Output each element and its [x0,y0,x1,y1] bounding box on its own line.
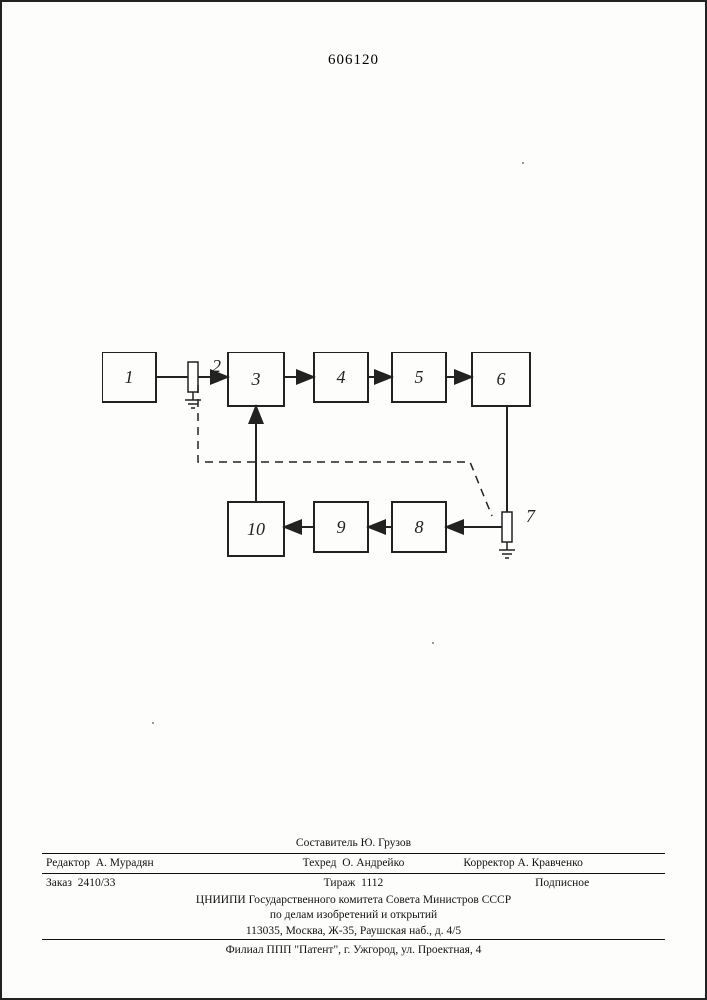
svg-text:7: 7 [526,506,536,526]
tech-label: Техред [303,857,337,869]
block-diagram: 1 3 4 5 6 10 9 8 2 7 [102,352,602,612]
imprint-footer: Составитель Ю. Грузов Редактор А. Мурадя… [42,836,665,958]
address-1: 113035, Москва, Ж-35, Раушская наб., д. … [42,924,665,939]
org-line-2: по делам изобретений и открытий [42,908,665,923]
svg-text:9: 9 [337,517,346,537]
editor-label: Редактор [46,857,90,869]
address-2: Филиал ППП "Патент", г. Ужгород, ул. Про… [42,943,665,958]
svg-text:4: 4 [337,367,346,387]
tirazh-label: Тираж [324,877,356,889]
patent-number: 606120 [2,52,705,69]
page: 606120 1 3 4 5 6 10 9 8 2 7 Составитель Ю. Грузов… [0,0,707,1000]
svg-text:10: 10 [247,519,265,539]
svg-text:2: 2 [212,356,221,376]
speckle [432,642,434,644]
corrector-name: А. Кравченко [518,857,583,869]
order-label: Заказ [46,877,72,889]
tech-name: О. Андрейко [342,857,404,869]
corrector-label: Корректор [463,857,514,869]
order-value: 2410/33 [78,877,116,889]
svg-text:5: 5 [415,367,424,387]
org-line-1: ЦНИИПИ Государственного комитета Совета … [42,893,665,908]
subscribed: Подписное [459,874,665,893]
svg-text:8: 8 [415,517,424,537]
svg-text:3: 3 [251,369,261,389]
editor-name: А. Мурадян [96,857,154,869]
svg-text:1: 1 [125,367,134,387]
speckle [152,722,154,724]
speckle [522,162,524,164]
compiler-label: Составитель [296,837,358,849]
svg-text:6: 6 [497,369,506,389]
compiler-name: Ю. Грузов [361,837,412,849]
tirazh-value: 1112 [361,877,383,889]
